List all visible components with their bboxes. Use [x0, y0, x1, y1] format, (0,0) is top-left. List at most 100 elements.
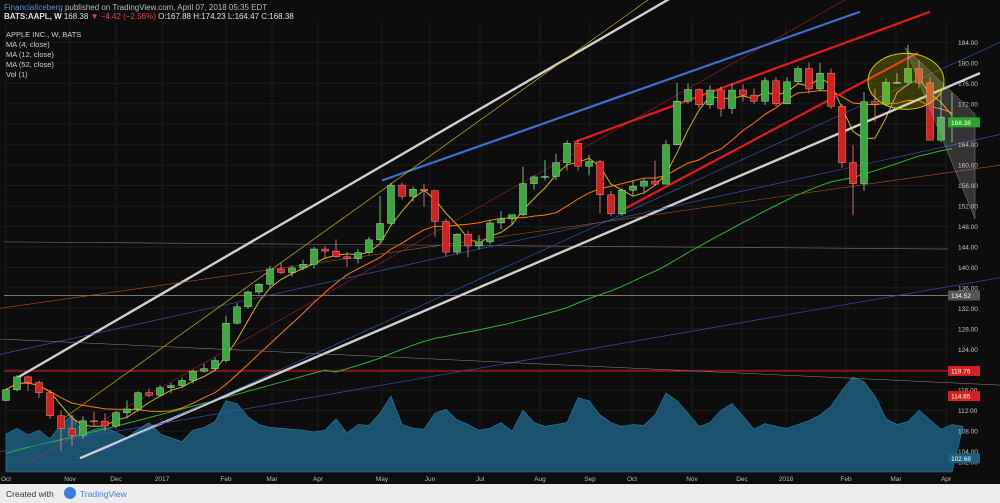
x-tick-label: Oct: [1, 476, 11, 483]
candle-body: [937, 116, 945, 141]
candle-body: [684, 89, 692, 102]
candle-body: [46, 392, 54, 416]
candle-body: [805, 68, 813, 90]
candle-body: [651, 180, 659, 185]
x-tick-label: Dec: [736, 476, 748, 483]
annotations: [867, 47, 976, 219]
y-tick-label: 104.00: [958, 449, 978, 456]
candle-body: [585, 161, 593, 167]
lower-channel-line: [79, 72, 981, 460]
highlight-ellipse: [867, 52, 945, 110]
candle-body: [574, 142, 582, 167]
candle-body: [101, 421, 109, 427]
ma12-line: [5, 90, 953, 413]
candle-body: [673, 101, 681, 145]
candle-body: [662, 144, 670, 185]
candle-body: [695, 89, 703, 106]
candle-body: [640, 180, 648, 187]
candle-body: [871, 101, 879, 105]
x-tick-label: Apr: [941, 476, 952, 483]
candle-body: [420, 189, 428, 191]
candle-body: [244, 291, 252, 308]
candle-body: [255, 284, 263, 293]
y-tick-label: 156.00: [958, 183, 978, 190]
y-tick-label: 148.00: [958, 224, 978, 231]
upper-blue-line: [381, 10, 861, 182]
x-tick-label: Dec: [110, 476, 122, 483]
y-tick-label: 152.00: [958, 204, 978, 211]
candle-body: [563, 142, 571, 163]
x-tick-label: Apr: [313, 476, 324, 483]
price-label-box: [948, 117, 980, 128]
y-tick-label: 184.00: [958, 40, 978, 47]
symbol-name: BATS:AAPL, W: [4, 12, 62, 21]
ma4-line: [5, 77, 953, 428]
legend-ma12[interactable]: MA (12, close): [6, 50, 54, 59]
tradingview-link[interactable]: TradingView: [80, 489, 127, 499]
candle-body: [200, 368, 208, 372]
x-tick-label: Mar: [266, 476, 278, 483]
candle-body: [904, 68, 912, 83]
red-trend-line-upper: [573, 10, 931, 144]
blue-thin-line-2: [0, 277, 1000, 452]
price-label-box: [948, 290, 980, 301]
candle-body: [827, 72, 835, 107]
candle-body: [376, 223, 384, 241]
candle-body: [35, 382, 43, 393]
symbol-info: BATS:AAPL, W 168.38 ▼ −4.42 (−2.56%) O:1…: [4, 12, 294, 21]
yellow-thin-line: [59, 0, 649, 422]
candle-body: [629, 185, 637, 191]
candle-body: [277, 268, 285, 273]
price-label-box: [948, 391, 980, 402]
y-tick-label: 112.00: [958, 408, 978, 415]
candle-body: [849, 162, 857, 184]
price-label: 168.38: [951, 120, 971, 127]
y-axis: 102.00104.00108.00112.00116.00120.00124.…: [948, 40, 980, 466]
legend-ma52[interactable]: MA (52, close): [6, 60, 54, 69]
x-tick-label: Jun: [425, 476, 436, 483]
price-label: 102.68: [951, 456, 971, 463]
y-tick-label: 124.00: [958, 347, 978, 354]
upper-channel-line: [17, 0, 670, 379]
legend-ma4[interactable]: MA (4, close): [6, 40, 50, 49]
candle-body: [365, 239, 373, 253]
candle-body: [728, 89, 736, 109]
footer-bar: Created with TradingView: [0, 484, 1000, 503]
author-link[interactable]: FinancialIceberg: [4, 3, 63, 12]
candle-body: [112, 412, 120, 427]
y-tick-label: 144.00: [958, 245, 978, 252]
candle-body: [816, 72, 824, 90]
candle-body: [618, 190, 626, 214]
candle-body: [211, 360, 219, 369]
candle-body: [442, 221, 450, 253]
candle-body: [343, 256, 351, 259]
last-price: 168.38: [63, 12, 89, 21]
candle-body: [178, 380, 186, 386]
x-tick-label: Sep: [584, 476, 596, 483]
y-tick-label: 108.00: [958, 429, 978, 436]
candle-body: [464, 234, 472, 247]
candle-body: [706, 89, 714, 106]
grey-thin-line: [0, 338, 1000, 386]
ma52-line: [5, 148, 953, 454]
x-axis: Oct Nov Dec 2017 Feb Mar Apr May Jun Jul Aug Sep Oct…: [1, 476, 952, 483]
candle-body: [90, 420, 98, 423]
x-tick-label: Oct: [627, 476, 637, 483]
tradingview-logo-icon[interactable]: [64, 487, 76, 499]
moving-averages: [5, 77, 953, 454]
y-tick-label: 164.00: [958, 142, 978, 149]
candle-body: [860, 101, 868, 184]
legend-series-title[interactable]: APPLE INC., W, BATS: [6, 30, 82, 39]
y-tick-label: 172.00: [958, 101, 978, 108]
legend-volume[interactable]: Vol (1): [6, 70, 28, 79]
x-tick-label: Nov: [64, 476, 76, 483]
candle-body: [475, 241, 483, 247]
candle-body: [134, 392, 142, 410]
candle-body: [13, 376, 21, 390]
candle-body: [332, 250, 340, 257]
publish-info: FinancialIceberg published on TradingVie…: [4, 3, 267, 12]
y-tick-label: 176.00: [958, 81, 978, 88]
candle-body: [596, 161, 604, 196]
candle-body: [68, 428, 76, 436]
